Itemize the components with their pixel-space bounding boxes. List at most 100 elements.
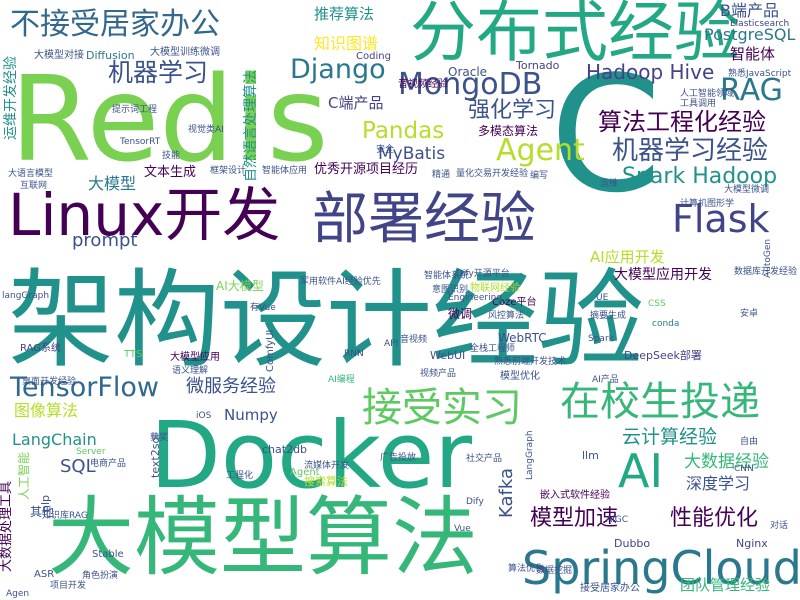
cloud-word: TensorFlow xyxy=(10,372,159,403)
cloud-word: 大模型微调 xyxy=(724,185,770,195)
cloud-word: C xyxy=(550,41,662,228)
cloud-word: 技能 xyxy=(162,151,181,161)
cloud-word: 算法工程化经验 xyxy=(598,108,766,136)
cloud-word: AI编程 xyxy=(328,375,355,385)
cloud-word: LangGraph xyxy=(525,430,535,480)
cloud-word: 图像算法 xyxy=(14,401,79,420)
cloud-word: AI xyxy=(618,444,664,498)
cloud-word: AI产品 xyxy=(592,375,619,385)
cloud-word: 大模型对接 xyxy=(34,50,84,61)
cloud-word: 大模型应用 xyxy=(170,352,220,363)
cloud-word: TTS xyxy=(124,349,143,360)
cloud-word: C端产品 xyxy=(328,94,384,112)
cloud-word: Dubbo xyxy=(614,537,651,550)
cloud-word: 音视频经验 xyxy=(398,79,448,90)
cloud-word: Linux开发 xyxy=(8,181,281,249)
cloud-word: 智能体系统 xyxy=(424,271,470,281)
cloud-word: 电商产品 xyxy=(90,459,127,469)
cloud-word: 大模型应用开发 xyxy=(614,267,712,283)
cloud-word: 摘要生成 xyxy=(590,311,627,321)
cloud-word: MongoDB xyxy=(398,67,543,102)
cloud-word: 意图识别 xyxy=(432,285,469,295)
cloud-word: 视觉类AI xyxy=(188,125,224,135)
cloud-word: Agent xyxy=(496,133,585,168)
cloud-word: 运维开发经验 xyxy=(3,56,19,140)
cloud-word: RAG系统 xyxy=(20,343,61,354)
cloud-word: iOS xyxy=(196,411,212,421)
cloud-word: DeepSeek部署 xyxy=(624,349,702,362)
cloud-word: ASR xyxy=(34,569,55,580)
cloud-word: 项目开发 xyxy=(50,581,87,591)
cloud-word: 视频产品 xyxy=(420,369,457,379)
cloud-word: 流媒体开发 xyxy=(304,461,350,471)
cloud-word: 模型优化 xyxy=(500,371,540,382)
cloud-word: 接受实习 xyxy=(362,385,522,431)
cloud-word: LangChain xyxy=(12,430,97,449)
cloud-word: Flask xyxy=(672,197,770,241)
cloud-word: Agen xyxy=(6,589,30,599)
cloud-word: 大数据经验 xyxy=(684,452,769,472)
cloud-word: 知识库RAG xyxy=(42,511,88,521)
cloud-word: 数据库开发经验 xyxy=(734,267,798,277)
cloud-word: 分布式经验 xyxy=(410,0,740,71)
cloud-word: 运维 xyxy=(600,179,619,189)
cloud-word: 大模型算法 xyxy=(48,488,478,588)
cloud-word: 大模型 xyxy=(88,174,137,193)
cloud-word: chat2db xyxy=(262,443,308,456)
cloud-word: 角色扮演 xyxy=(82,571,119,581)
cloud-word: Diffusion xyxy=(86,49,135,62)
cloud-word: 微调 xyxy=(448,307,473,321)
cloud-word: Engineering xyxy=(448,293,502,303)
cloud-word: 多模态算法 xyxy=(478,124,539,138)
cloud-word: 自然语言处理算法 xyxy=(243,70,259,182)
cloud-word: 数据挖掘 xyxy=(536,566,573,576)
cloud-word: Pandas xyxy=(362,118,445,144)
cloud-word: Elasticsearch xyxy=(730,19,790,29)
cloud-word: Redis xyxy=(10,50,329,188)
cloud-word: CNN xyxy=(734,464,754,474)
cloud-word: 工程化 xyxy=(226,471,254,481)
cloud-word: Hadoop Hive xyxy=(586,60,715,84)
cloud-word: CSS xyxy=(648,299,666,309)
cloud-word: 桌面开发经验 xyxy=(22,377,77,387)
cloud-word: AIGC xyxy=(606,515,629,525)
cloud-word: Spark xyxy=(588,334,614,344)
cloud-word: TensorRT xyxy=(120,137,161,147)
cloud-word: 智能体应用 xyxy=(262,166,308,176)
cloud-word: RAG xyxy=(720,73,783,108)
cloud-word: Docker xyxy=(150,402,473,509)
cloud-word: 计算机图形学 xyxy=(680,199,735,209)
cloud-word: 熟悉JavaScript xyxy=(728,69,792,79)
cloud-word: Dify xyxy=(466,497,484,507)
cloud-word: 微服务经验 xyxy=(186,376,276,397)
cloud-word: 云计算经验 xyxy=(622,426,718,448)
cloud-word: 嵌入式软件经验 xyxy=(540,490,610,501)
cloud-word: 部署经验 xyxy=(312,187,536,252)
cloud-word: langGraph xyxy=(2,291,50,301)
cloud-word: SpringCloud xyxy=(522,541,800,595)
cloud-word: 提示词工程 xyxy=(112,105,158,115)
cloud-word: 人工智能领域 xyxy=(680,89,735,99)
cloud-word: Spark Hadoop xyxy=(622,164,778,189)
cloud-word: 熟悉前端开发技术 xyxy=(494,357,567,367)
cloud-word: nlp xyxy=(39,494,52,512)
cloud-word: WebRTC xyxy=(498,331,547,345)
cloud-word: B端产品 xyxy=(720,1,779,20)
cloud-word: 算法优化 xyxy=(508,564,545,574)
cloud-word: 团队管理经验 xyxy=(680,576,771,594)
cloud-word: 其他 xyxy=(30,505,55,519)
cloud-word: 工具调用 xyxy=(680,99,717,109)
cloud-word: 框架设计 xyxy=(210,166,247,176)
cloud-word: Vue xyxy=(454,524,471,534)
cloud-word: 安全 xyxy=(376,145,395,155)
cloud-word: 大语言模型 xyxy=(8,169,54,179)
cloud-word: 大数据处理工具 xyxy=(0,480,14,572)
cloud-word: 语义理解 xyxy=(172,366,209,376)
cloud-word: 自由 xyxy=(740,437,759,447)
cloud-word: 对话 xyxy=(770,521,789,531)
cloud-word: 人工智能 xyxy=(17,451,31,500)
cloud-word: 音视频 xyxy=(400,335,428,345)
cloud-word: 模型加速 xyxy=(530,506,619,531)
cloud-word: conda xyxy=(652,319,680,329)
cloud-word: Tornado xyxy=(516,59,560,72)
